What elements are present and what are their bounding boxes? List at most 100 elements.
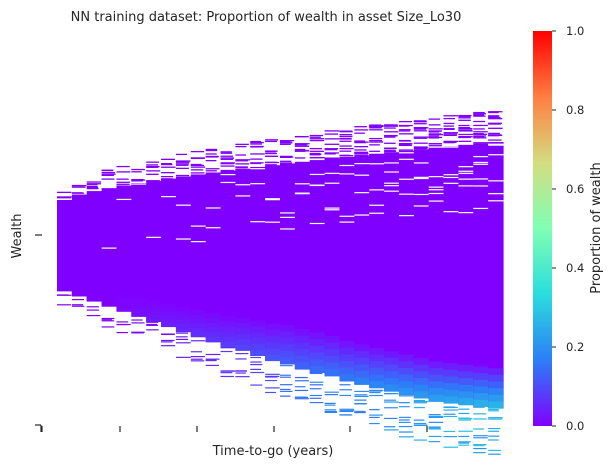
heatmap-cell <box>384 351 400 359</box>
heatmap-cell <box>220 162 236 164</box>
heatmap-cell <box>250 343 266 351</box>
heatmap-cell <box>398 149 414 151</box>
heatmap-cell <box>354 192 370 194</box>
heatmap-cell <box>116 297 132 301</box>
heatmap-cell <box>116 331 128 334</box>
heatmap-cell <box>101 317 115 320</box>
heatmap-cell <box>369 150 381 152</box>
heatmap-cell <box>413 193 430 196</box>
heatmap-cell <box>280 143 291 145</box>
heatmap-cell <box>220 173 236 176</box>
heatmap-cell <box>265 165 281 361</box>
heatmap-cell <box>86 309 100 311</box>
heatmap-cell <box>86 299 103 302</box>
heatmap-cell <box>443 146 459 404</box>
heatmap-cell <box>265 379 277 382</box>
heatmap-cell <box>146 166 159 168</box>
heatmap-cell <box>384 162 400 164</box>
colorbar-tick-label: 0.0 <box>566 419 584 433</box>
heatmap-cell <box>116 323 128 326</box>
heatmap-cell <box>146 164 159 166</box>
heatmap-cell <box>131 322 145 324</box>
heatmap-cell <box>488 417 503 419</box>
heatmap-cell <box>161 166 176 168</box>
heatmap-cell <box>473 113 487 115</box>
heatmap-cell <box>190 323 207 329</box>
heatmap-cell <box>398 431 414 433</box>
heatmap-cell <box>428 388 445 396</box>
heatmap-cell <box>250 141 264 144</box>
heatmap-cell <box>235 195 251 197</box>
heatmap-cell <box>57 294 72 296</box>
heatmap-cell <box>384 399 397 401</box>
heatmap-cell <box>354 214 370 216</box>
heatmap-cell <box>131 183 147 185</box>
heatmap-cell <box>235 328 251 335</box>
heatmap-cell <box>384 182 400 184</box>
heatmap-cell <box>280 228 296 230</box>
heatmap-cell <box>354 351 370 359</box>
heatmap-cell <box>324 369 341 377</box>
heatmap-cell <box>205 364 219 367</box>
heatmap-cell <box>369 204 385 206</box>
heatmap-cell <box>488 410 500 412</box>
heatmap-cell <box>488 418 503 420</box>
heatmap-cell <box>265 354 281 362</box>
heatmap-cell <box>309 372 323 375</box>
colorbar-tick-label: 0.4 <box>566 261 584 275</box>
heatmap-cell <box>294 386 306 388</box>
heatmap-cell <box>339 374 355 382</box>
heatmap-cell <box>86 181 102 183</box>
heatmap-cell <box>354 174 370 176</box>
heatmap-cell <box>220 370 235 372</box>
heatmap-cell <box>309 154 321 156</box>
heatmap-cell <box>324 402 336 404</box>
heatmap-cell <box>101 296 118 300</box>
heatmap-cell <box>175 161 189 163</box>
heatmap-cell <box>413 121 427 123</box>
heatmap-cell <box>488 118 503 120</box>
heatmap-cell <box>428 134 444 136</box>
heatmap-cell <box>205 168 220 170</box>
heatmap-cell <box>161 311 177 316</box>
heatmap-cell <box>175 315 192 320</box>
heatmap-cell <box>161 163 172 165</box>
heatmap-cell <box>280 140 291 143</box>
heatmap-cell <box>175 164 189 166</box>
heatmap-cell <box>384 401 399 403</box>
heatmap-cell <box>443 117 456 120</box>
heatmap-cell <box>473 131 488 133</box>
heatmap-cell <box>339 215 355 217</box>
heatmap-cell <box>443 176 459 179</box>
heatmap-cell <box>428 186 445 188</box>
heatmap-cell <box>398 178 415 180</box>
heatmap-cell <box>101 319 113 321</box>
heatmap-cell <box>265 323 281 331</box>
heatmap-cell <box>339 410 354 413</box>
heatmap-cell <box>354 371 370 379</box>
heatmap-cell <box>354 141 366 144</box>
heatmap-cell <box>398 215 415 217</box>
heatmap-cell <box>280 212 296 214</box>
heatmap-cell <box>101 303 118 307</box>
heatmap-cell <box>71 299 84 301</box>
heatmap-cell <box>488 111 503 113</box>
heatmap-cell <box>131 168 145 171</box>
heatmap-cell <box>413 149 430 398</box>
heatmap-cell <box>413 364 430 372</box>
heatmap-cell <box>384 407 398 409</box>
heatmap-cell <box>220 321 236 327</box>
heatmap-cell <box>398 144 412 147</box>
heatmap-cell <box>280 331 296 339</box>
heatmap-cell <box>488 115 499 118</box>
heatmap-cell <box>339 173 355 175</box>
heatmap-cell <box>339 408 355 410</box>
heatmap-cell <box>458 130 473 132</box>
heatmap-cell <box>220 155 234 157</box>
heatmap-cell <box>354 395 369 398</box>
heatmap-cell <box>458 124 470 127</box>
x-axis-ticks <box>41 426 428 432</box>
heatmap-cell <box>339 410 355 412</box>
heatmap-cell <box>205 332 222 338</box>
